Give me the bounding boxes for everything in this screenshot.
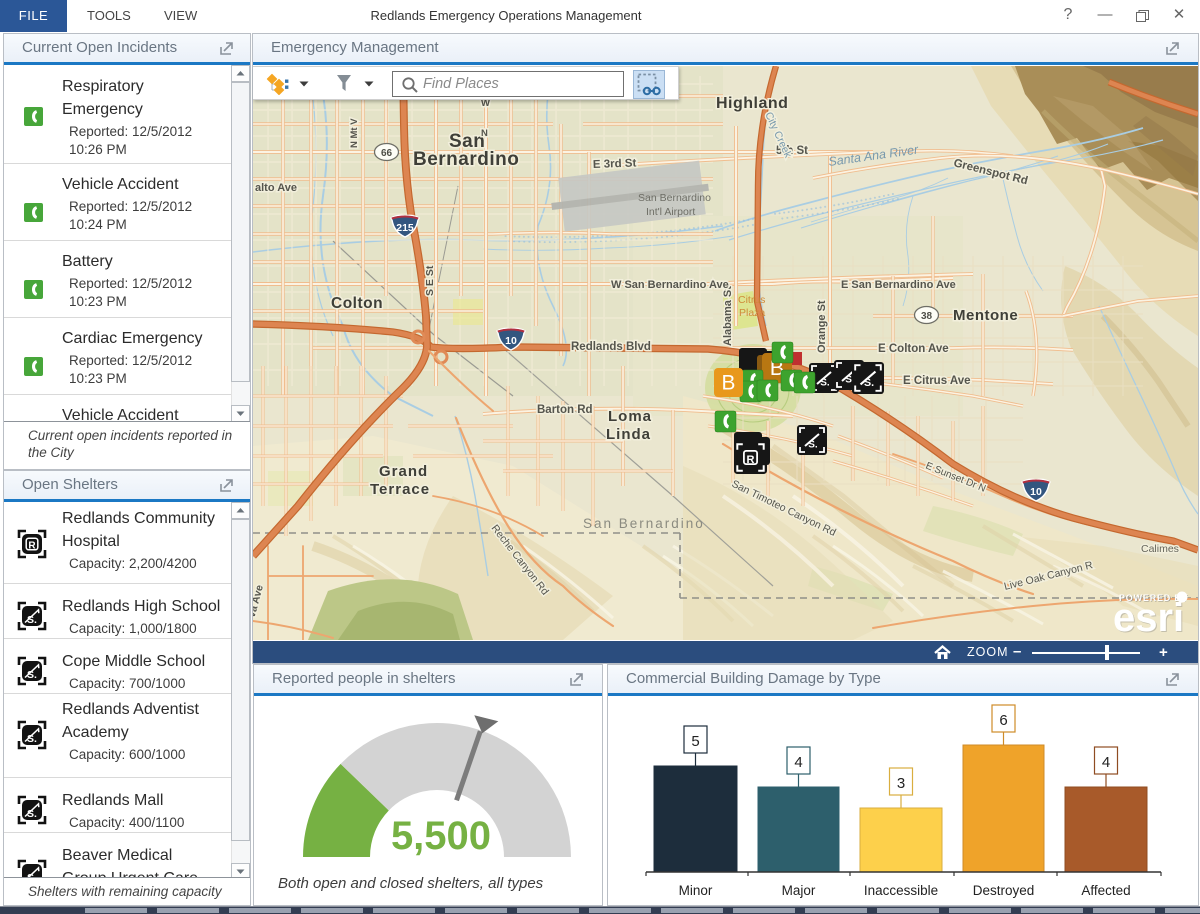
svg-text:Inaccessible: Inaccessible: [864, 883, 938, 898]
svg-text:Highland: Highland: [716, 95, 788, 112]
svg-text:E Citrus Ave: E Citrus Ave: [903, 375, 971, 387]
svg-text:S.: S.: [27, 872, 37, 879]
svg-text:Terrace: Terrace: [370, 481, 430, 498]
svg-text:E 3rd St: E 3rd St: [593, 157, 637, 171]
svg-text:S.: S.: [864, 377, 874, 389]
svg-text:5: 5: [691, 733, 699, 750]
svg-text:Minor: Minor: [679, 883, 713, 898]
svg-text:Int'l Airport: Int'l Airport: [646, 206, 695, 218]
svg-text:E Citrus Ave: E Citrus Ave: [903, 375, 971, 387]
svg-text:S.: S.: [27, 733, 37, 745]
svg-text:E San Bernardino Ave: E San Bernardino Ave: [841, 279, 956, 291]
svg-text:38: 38: [921, 311, 933, 322]
svg-text:Linda: Linda: [606, 426, 651, 443]
svg-text:Barton Rd: Barton Rd: [537, 404, 593, 416]
svg-text:Colton: Colton: [331, 295, 383, 312]
svg-text:Highland: Highland: [716, 95, 788, 112]
svg-text:S.: S.: [808, 440, 818, 451]
svg-text:N Mt V: N Mt V: [349, 118, 360, 148]
svg-text:Loma: Loma: [608, 408, 652, 425]
svg-text:Mentone: Mentone: [953, 307, 1018, 324]
svg-text:esri: esri: [1113, 596, 1184, 640]
svg-text:E Colton Ave: E Colton Ave: [878, 343, 949, 355]
svg-text:alto Ave: alto Ave: [255, 182, 297, 194]
svg-text:5th St: 5th St: [776, 145, 808, 157]
svg-text:N Mt V: N Mt V: [349, 118, 360, 148]
svg-text:San: San: [449, 131, 485, 152]
svg-text:E Colton Ave: E Colton Ave: [878, 343, 949, 355]
svg-text:6: 6: [999, 712, 1007, 729]
svg-text:R: R: [28, 541, 36, 552]
svg-text:Orange St: Orange St: [816, 300, 828, 353]
svg-text:esri: esri: [1114, 597, 1185, 640]
svg-text:10: 10: [505, 335, 517, 347]
svg-text:S.: S.: [27, 669, 37, 681]
svg-text:Affected: Affected: [1081, 883, 1130, 898]
svg-text:Bernardino: Bernardino: [413, 149, 519, 170]
svg-text:5th St: 5th St: [776, 145, 808, 157]
svg-text:Alabama St: Alabama St: [722, 286, 734, 346]
svg-text:3: 3: [897, 775, 905, 792]
svg-text:Grand: Grand: [379, 463, 428, 480]
svg-text:Calimes: Calimes: [1141, 543, 1179, 555]
svg-text:W San Bernardino Ave: W San Bernardino Ave: [611, 279, 729, 291]
svg-text:66: 66: [381, 148, 393, 159]
svg-text:San Bernardino: San Bernardino: [638, 192, 711, 204]
svg-text:N: N: [481, 128, 488, 139]
svg-text:S.: S.: [845, 375, 855, 386]
svg-text:Linda: Linda: [606, 426, 651, 443]
svg-text:Bernardino: Bernardino: [413, 149, 519, 170]
svg-text:S.: S.: [820, 378, 830, 389]
svg-text:B: B: [722, 371, 736, 394]
svg-text:San: San: [449, 131, 485, 152]
svg-text:San Bernardino: San Bernardino: [583, 516, 705, 531]
svg-text:Calimes: Calimes: [1141, 543, 1179, 555]
svg-text:alto Ave: alto Ave: [255, 182, 297, 194]
svg-text:S.: S.: [27, 614, 37, 626]
svg-text:5,500: 5,500: [391, 814, 491, 858]
svg-text:215: 215: [396, 222, 414, 234]
svg-text:Redlands Blvd: Redlands Blvd: [571, 341, 651, 353]
svg-text:4: 4: [1102, 754, 1110, 771]
svg-text:S E St: S E St: [424, 265, 436, 296]
svg-text:POWERED BY: POWERED BY: [1119, 593, 1189, 603]
svg-text:Barton Rd: Barton Rd: [537, 404, 593, 416]
svg-text:W San Bernardino Ave: W San Bernardino Ave: [611, 279, 729, 291]
svg-text:Destroyed: Destroyed: [973, 883, 1035, 898]
svg-text:Alabama St: Alabama St: [722, 286, 734, 346]
svg-text:E 3rd St: E 3rd St: [593, 157, 637, 171]
svg-text:N: N: [481, 128, 488, 139]
svg-text:Orange St: Orange St: [816, 300, 828, 353]
svg-text:S E St: S E St: [424, 265, 436, 296]
svg-text:10: 10: [1030, 486, 1042, 498]
svg-text:S.: S.: [27, 808, 37, 820]
svg-text:Mentone: Mentone: [953, 307, 1018, 324]
svg-text:W: W: [481, 98, 490, 109]
svg-text:POWERED BY: POWERED BY: [1120, 594, 1190, 604]
svg-text:W: W: [481, 98, 490, 109]
svg-text:Grand: Grand: [379, 463, 428, 480]
svg-text:E San Bernardino Ave: E San Bernardino Ave: [841, 279, 956, 291]
svg-text:4: 4: [794, 754, 802, 771]
svg-text:Citrus: Citrus: [738, 294, 765, 306]
svg-text:Redlands Blvd: Redlands Blvd: [571, 341, 651, 353]
svg-text:Terrace: Terrace: [370, 481, 430, 498]
svg-text:Colton: Colton: [331, 295, 383, 312]
svg-text:R: R: [747, 454, 755, 466]
svg-text:Major: Major: [782, 883, 816, 898]
svg-text:Loma: Loma: [608, 408, 652, 425]
svg-text:Plaza: Plaza: [739, 307, 765, 319]
